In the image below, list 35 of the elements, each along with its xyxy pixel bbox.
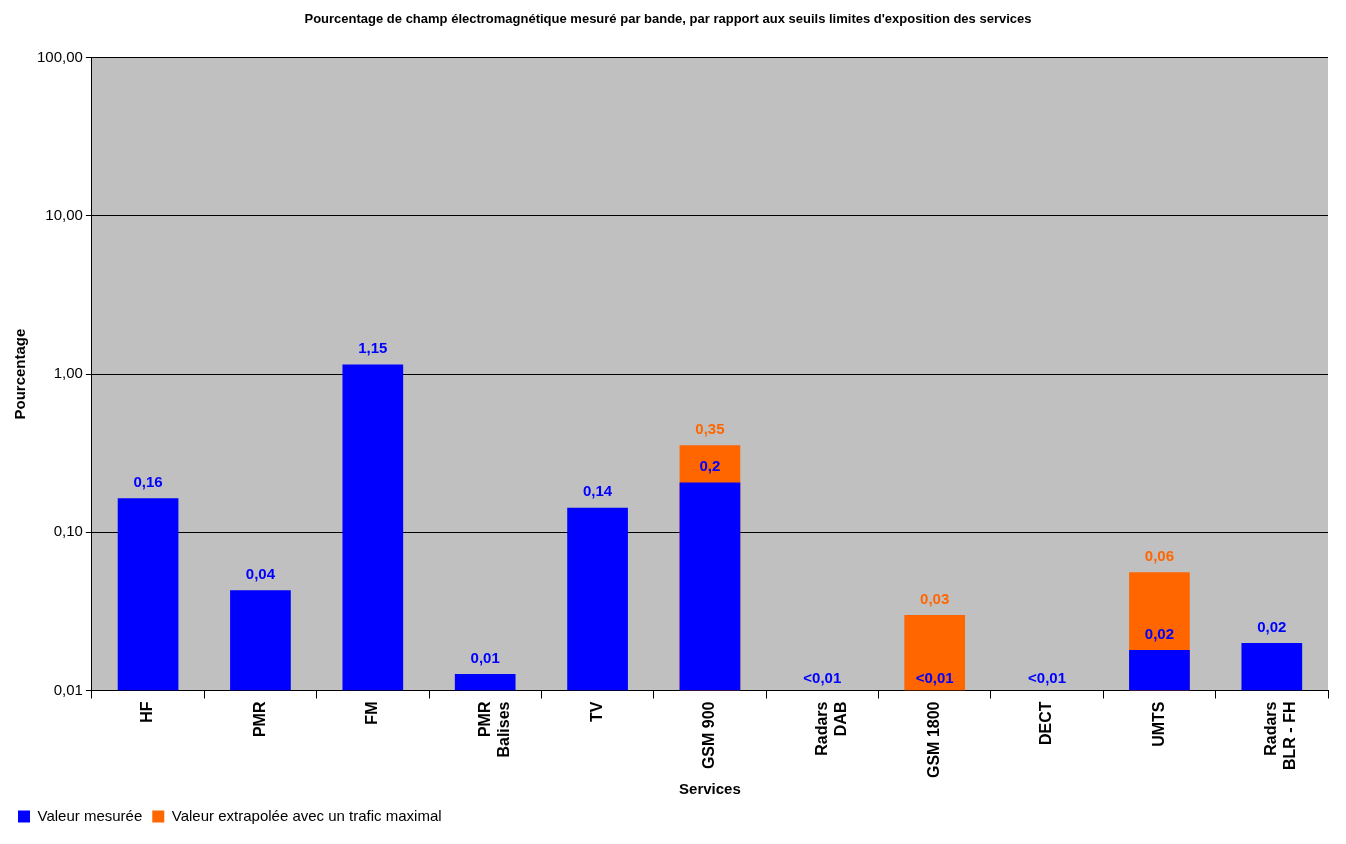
- data-label: 0,06: [1144, 546, 1175, 564]
- x-tick-label: TV: [587, 701, 605, 722]
- text: <0,01: [803, 669, 842, 687]
- x-tick-label: PMR Balises: [475, 701, 512, 758]
- data-label: 0,35: [695, 419, 725, 437]
- data-label: 0,02: [1257, 617, 1287, 635]
- legend-label: Valeur extrapolée avec un trafic maximal: [171, 806, 442, 824]
- data-label: 0,04: [245, 564, 276, 582]
- y-axis-title: Pourcentage: [11, 328, 29, 420]
- data-label: 1,15: [358, 339, 388, 357]
- x-tick-label: FM: [363, 701, 381, 725]
- text: <0,01: [915, 669, 954, 687]
- y-tick-label: 10,00: [45, 205, 83, 223]
- data-label: 0,16: [133, 472, 163, 490]
- text: <0,01: [1028, 669, 1067, 687]
- x-tick-label: UMTS: [1149, 701, 1167, 747]
- y-tick-label: 1,00: [53, 364, 83, 382]
- x-tick-label: Radars DAB: [812, 701, 849, 756]
- x-axis-title: Services: [679, 780, 741, 798]
- x-tick-label: Radars BLR - FH: [1262, 701, 1299, 770]
- x-tick-label: HF: [138, 701, 156, 723]
- x-tick-label: DECT: [1037, 701, 1055, 746]
- data-label: 0,14: [582, 482, 613, 500]
- x-tick-label: GSM 900: [700, 701, 718, 770]
- x-tick-label: GSM 1800: [925, 701, 943, 778]
- y-tick-label: 100,00: [36, 47, 83, 65]
- data-label: 0,2: [699, 457, 721, 475]
- y-tick-label: 0,01: [53, 680, 83, 698]
- data-label: 0,03: [920, 589, 950, 607]
- chart-title: Pourcentage de champ électromagnétique mesuré par bande, par rapport aux seuils limites d'exposition des services: [304, 11, 1032, 27]
- legend-label: Valeur mesurée: [37, 806, 143, 824]
- y-tick-label: 0,10: [53, 522, 83, 540]
- x-tick-label: PMR: [250, 701, 268, 738]
- data-label: 0,02: [1144, 624, 1175, 642]
- data-label: 0,01: [470, 648, 500, 666]
